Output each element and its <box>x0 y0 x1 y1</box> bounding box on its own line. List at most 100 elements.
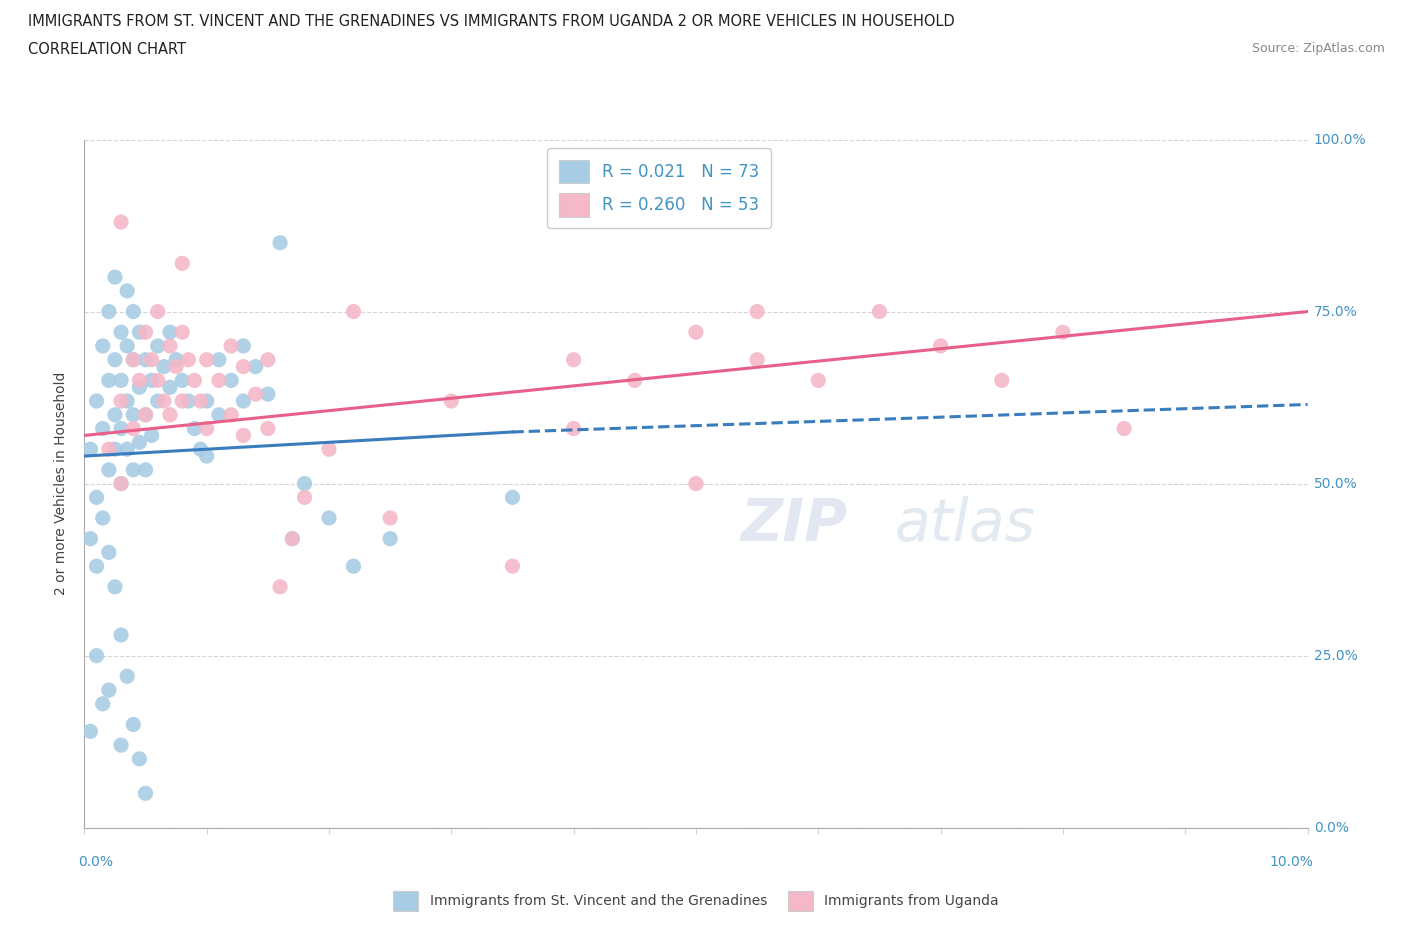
Point <box>135 407 157 422</box>
Point <box>929 339 952 353</box>
Point <box>177 393 200 408</box>
Text: 50.0%: 50.0% <box>1313 476 1357 491</box>
Point <box>501 559 523 574</box>
Point <box>141 428 163 443</box>
Point <box>86 490 108 505</box>
Point <box>141 373 163 388</box>
Text: 0.0%: 0.0% <box>1313 820 1348 835</box>
Y-axis label: 2 or more Vehicles in Household: 2 or more Vehicles in Household <box>55 372 69 595</box>
Point <box>91 697 114 711</box>
Point <box>115 442 138 457</box>
Point <box>110 737 132 752</box>
Point <box>195 448 218 463</box>
Point <box>219 407 242 422</box>
Point <box>172 325 194 339</box>
Point <box>269 579 291 594</box>
Point <box>110 421 132 436</box>
Point <box>172 256 194 271</box>
Text: 0.0%: 0.0% <box>79 856 114 870</box>
Point <box>219 373 242 388</box>
Point <box>128 373 150 388</box>
Text: CORRELATION CHART: CORRELATION CHART <box>28 42 186 57</box>
Point <box>342 559 364 574</box>
Point <box>104 407 127 422</box>
Point <box>115 669 138 684</box>
Text: ZIP: ZIP <box>741 497 848 553</box>
Point <box>97 462 120 477</box>
Point <box>159 339 181 353</box>
Point <box>195 393 218 408</box>
Point <box>135 786 157 801</box>
Text: 25.0%: 25.0% <box>1313 648 1357 663</box>
Legend: Immigrants from St. Vincent and the Grenadines, Immigrants from Uganda: Immigrants from St. Vincent and the Gren… <box>385 883 1007 919</box>
Point <box>110 393 132 408</box>
Point <box>318 511 340 525</box>
Point <box>624 373 647 388</box>
Point <box>146 373 169 388</box>
Point <box>380 511 402 525</box>
Point <box>97 683 120 698</box>
Point <box>86 393 108 408</box>
Point <box>153 359 176 374</box>
Point <box>159 325 181 339</box>
Point <box>122 352 145 367</box>
Point <box>159 407 181 422</box>
Point <box>122 717 145 732</box>
Point <box>501 490 523 505</box>
Point <box>281 531 304 546</box>
Point <box>195 352 218 367</box>
Point <box>146 304 169 319</box>
Point <box>165 359 187 374</box>
Point <box>122 462 145 477</box>
Point <box>122 304 145 319</box>
Text: IMMIGRANTS FROM ST. VINCENT AND THE GRENADINES VS IMMIGRANTS FROM UGANDA 2 OR MO: IMMIGRANTS FROM ST. VINCENT AND THE GREN… <box>28 14 955 29</box>
Point <box>128 435 150 450</box>
Point <box>380 531 402 546</box>
Point <box>122 407 145 422</box>
Point <box>110 628 132 643</box>
Point <box>232 393 254 408</box>
Point <box>79 442 101 457</box>
Point <box>135 407 157 422</box>
Point <box>219 339 242 353</box>
Point <box>257 387 280 402</box>
Point <box>232 359 254 374</box>
Point <box>110 325 132 339</box>
Point <box>97 373 120 388</box>
Point <box>1052 325 1074 339</box>
Point <box>294 476 316 491</box>
Point <box>135 462 157 477</box>
Text: 75.0%: 75.0% <box>1313 304 1357 319</box>
Point <box>195 421 218 436</box>
Point <box>190 442 212 457</box>
Point <box>183 421 205 436</box>
Point <box>104 442 127 457</box>
Text: atlas: atlas <box>894 497 1036 553</box>
Point <box>146 393 169 408</box>
Point <box>990 373 1012 388</box>
Point <box>128 325 150 339</box>
Point <box>685 476 707 491</box>
Point <box>97 545 120 560</box>
Point <box>342 304 364 319</box>
Point <box>177 352 200 367</box>
Point <box>269 235 291 250</box>
Point <box>245 359 267 374</box>
Point <box>146 339 169 353</box>
Point <box>208 407 231 422</box>
Point <box>86 648 108 663</box>
Point <box>115 284 138 299</box>
Text: 10.0%: 10.0% <box>1270 856 1313 870</box>
Point <box>110 215 132 230</box>
Point <box>172 393 194 408</box>
Point <box>91 421 114 436</box>
Point <box>97 304 120 319</box>
Point <box>153 393 176 408</box>
Point <box>807 373 830 388</box>
Point <box>122 352 145 367</box>
Point <box>115 339 138 353</box>
Point <box>318 442 340 457</box>
Point <box>128 379 150 394</box>
Point <box>257 421 280 436</box>
Point <box>104 270 127 285</box>
